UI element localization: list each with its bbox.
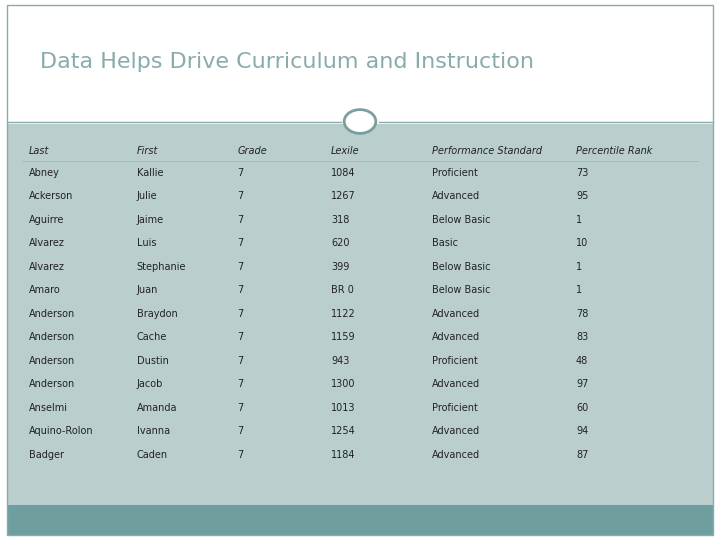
Text: 48: 48	[576, 356, 588, 366]
Text: Data Helps Drive Curriculum and Instruction: Data Helps Drive Curriculum and Instruct…	[40, 52, 534, 72]
Circle shape	[344, 110, 376, 133]
Text: 7: 7	[238, 332, 244, 342]
Text: 1184: 1184	[331, 450, 356, 460]
Text: 7: 7	[238, 191, 244, 201]
Text: Percentile Rank: Percentile Rank	[576, 146, 652, 157]
Text: Jacob: Jacob	[137, 379, 163, 389]
Text: 1084: 1084	[331, 167, 356, 178]
Text: Performance Standard: Performance Standard	[432, 146, 542, 157]
Text: 620: 620	[331, 238, 350, 248]
Text: 83: 83	[576, 332, 588, 342]
Text: 73: 73	[576, 167, 588, 178]
Text: Advanced: Advanced	[432, 309, 480, 319]
Text: 87: 87	[576, 450, 588, 460]
Text: Juan: Juan	[137, 285, 158, 295]
Text: 1254: 1254	[331, 427, 356, 436]
Text: 95: 95	[576, 191, 588, 201]
Text: Below Basic: Below Basic	[432, 262, 490, 272]
Text: 7: 7	[238, 238, 244, 248]
Text: 1300: 1300	[331, 379, 356, 389]
Text: 10: 10	[576, 238, 588, 248]
Text: Alvarez: Alvarez	[29, 238, 65, 248]
Text: Braydon: Braydon	[137, 309, 178, 319]
FancyBboxPatch shape	[7, 5, 713, 124]
Text: 318: 318	[331, 214, 350, 225]
Text: 1: 1	[576, 214, 582, 225]
Text: Julie: Julie	[137, 191, 158, 201]
Text: Ivanna: Ivanna	[137, 427, 170, 436]
Text: 7: 7	[238, 450, 244, 460]
Text: 7: 7	[238, 356, 244, 366]
Text: Cache: Cache	[137, 332, 167, 342]
Text: Advanced: Advanced	[432, 450, 480, 460]
Text: Below Basic: Below Basic	[432, 285, 490, 295]
Text: Below Basic: Below Basic	[432, 214, 490, 225]
Text: 94: 94	[576, 427, 588, 436]
Text: 7: 7	[238, 379, 244, 389]
Text: 943: 943	[331, 356, 350, 366]
Text: 399: 399	[331, 262, 350, 272]
Text: 1122: 1122	[331, 309, 356, 319]
Text: Kallie: Kallie	[137, 167, 163, 178]
Text: 7: 7	[238, 214, 244, 225]
Text: 97: 97	[576, 379, 588, 389]
Text: Anderson: Anderson	[29, 309, 75, 319]
Text: Advanced: Advanced	[432, 427, 480, 436]
Text: Badger: Badger	[29, 450, 64, 460]
Text: 1267: 1267	[331, 191, 356, 201]
Text: 78: 78	[576, 309, 588, 319]
Text: 7: 7	[238, 262, 244, 272]
Text: Abney: Abney	[29, 167, 60, 178]
Text: 7: 7	[238, 167, 244, 178]
Text: 7: 7	[238, 309, 244, 319]
Text: 1159: 1159	[331, 332, 356, 342]
Text: 1: 1	[576, 262, 582, 272]
Text: Anselmi: Anselmi	[29, 403, 68, 413]
Text: Anderson: Anderson	[29, 332, 75, 342]
FancyBboxPatch shape	[7, 505, 713, 535]
Text: BR 0: BR 0	[331, 285, 354, 295]
Text: First: First	[137, 146, 158, 157]
Text: Aquino-Rolon: Aquino-Rolon	[29, 427, 94, 436]
Text: Lexile: Lexile	[331, 146, 360, 157]
Text: Last: Last	[29, 146, 49, 157]
Text: Stephanie: Stephanie	[137, 262, 186, 272]
Text: 1013: 1013	[331, 403, 356, 413]
Text: Anderson: Anderson	[29, 356, 75, 366]
Text: Caden: Caden	[137, 450, 168, 460]
Text: Alvarez: Alvarez	[29, 262, 65, 272]
Text: Luis: Luis	[137, 238, 156, 248]
Text: Grade: Grade	[238, 146, 267, 157]
Text: Ackerson: Ackerson	[29, 191, 73, 201]
Text: Amaro: Amaro	[29, 285, 60, 295]
Text: Proficient: Proficient	[432, 167, 478, 178]
Text: Advanced: Advanced	[432, 332, 480, 342]
Text: Proficient: Proficient	[432, 356, 478, 366]
Text: 7: 7	[238, 285, 244, 295]
Text: Amanda: Amanda	[137, 403, 177, 413]
Text: Basic: Basic	[432, 238, 458, 248]
Text: Advanced: Advanced	[432, 191, 480, 201]
Text: Jaime: Jaime	[137, 214, 164, 225]
Text: 60: 60	[576, 403, 588, 413]
Text: 7: 7	[238, 403, 244, 413]
Text: Advanced: Advanced	[432, 379, 480, 389]
Text: 1: 1	[576, 285, 582, 295]
Text: Proficient: Proficient	[432, 403, 478, 413]
Text: Aguirre: Aguirre	[29, 214, 64, 225]
FancyBboxPatch shape	[7, 124, 713, 508]
Text: 7: 7	[238, 427, 244, 436]
Text: Dustin: Dustin	[137, 356, 168, 366]
Text: Anderson: Anderson	[29, 379, 75, 389]
